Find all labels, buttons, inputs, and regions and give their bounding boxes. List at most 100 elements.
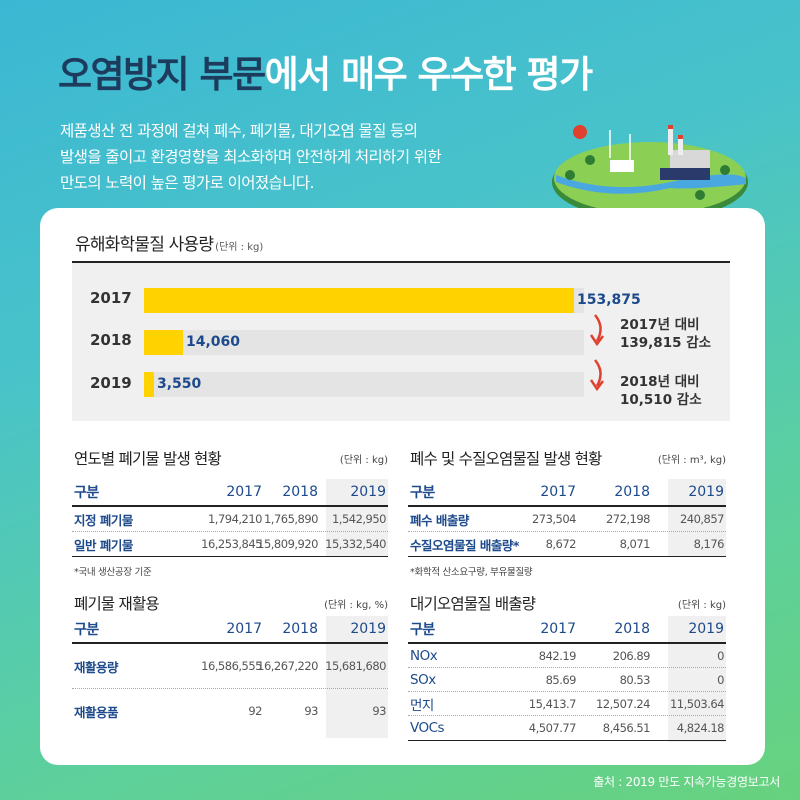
- table-rule: [408, 642, 726, 644]
- table-cell: 272,198: [605, 512, 651, 526]
- chemical-unit: (단위 : kg): [215, 242, 264, 253]
- bar-track: [144, 288, 584, 313]
- water-section: 폐수 및 수질오염물질 발생 현황 (단위 : m³, kg) 구분 2017 …: [408, 447, 726, 578]
- table-cell: 4,824.18: [676, 720, 725, 735]
- row-label: VOCs: [410, 719, 445, 736]
- decrease-arrow-icon: [589, 314, 604, 347]
- table-row: 수질오염물질 배출량* 8,672 8,071 8,176: [408, 532, 726, 556]
- row-label: 재활용품: [74, 704, 119, 720]
- bar-year-label: 2017: [90, 289, 132, 307]
- table-cell: 15,681,680: [325, 659, 386, 673]
- table-cell: 8,672: [545, 537, 577, 551]
- table-cell: 8,456.51: [602, 720, 651, 735]
- table-rule: [408, 691, 726, 692]
- decrease-arrow-icon: [589, 359, 604, 392]
- section-title: 폐기물 재활용: [74, 595, 160, 613]
- highlight-column: [668, 479, 726, 557]
- section-unit: (단위 : kg): [677, 600, 726, 611]
- table-cell: 1,794,210: [207, 512, 263, 526]
- reduction-note: 2018년 대비 10,510 감소: [620, 373, 702, 409]
- header-cell: 2019: [688, 621, 724, 637]
- table-cell: 16,267,220: [257, 659, 318, 673]
- header-cell: 2017: [540, 484, 576, 500]
- bar-track: [144, 330, 584, 355]
- table-cell: 92: [248, 704, 262, 718]
- chemical-chart: 2017 2018 2019 153,875 14,060 3,550 2017…: [72, 263, 730, 421]
- header-cell: 2018: [614, 484, 650, 500]
- header-cell: 구분: [410, 622, 435, 638]
- intro-text: 제품생산 전 과정에 걸쳐 폐수, 폐기물, 대기오염 물질 등의 발생을 줄이…: [60, 118, 540, 196]
- table-cell: 1,542,950: [331, 512, 387, 526]
- header-cell: 2018: [282, 621, 318, 637]
- header-cell: 구분: [74, 485, 99, 501]
- table-header-row: 구분 2017 2018 2019: [408, 479, 726, 505]
- table-cell: 0: [717, 648, 724, 663]
- table-cell: 93: [372, 704, 386, 718]
- table-cell: 15,413.7: [528, 696, 577, 711]
- bar-value-label: 14,060: [186, 334, 241, 350]
- table-cell: 0: [717, 672, 724, 687]
- section-header: 연도별 폐기물 발생 현황 (단위 : kg): [72, 447, 388, 469]
- table-cell: 206.89: [612, 648, 651, 663]
- title-rest: 에서 매우 우수한 평가: [264, 53, 594, 96]
- table-cell: 240,857: [679, 512, 725, 526]
- page-title: 오염방지 부문에서 매우 우수한 평가: [58, 44, 594, 98]
- header-cell: 2019: [688, 484, 724, 500]
- table-cell: 16,586,555: [201, 659, 262, 673]
- bar: [144, 372, 154, 397]
- reduction-note-line: 2017년 대비: [620, 317, 700, 333]
- header-cell: 2018: [282, 484, 318, 500]
- bar-value-label: 3,550: [157, 376, 202, 392]
- row-label: SOx: [410, 671, 436, 688]
- table-header-row: 구분 2017 2018 2019: [72, 616, 388, 642]
- intro-line: 만도의 노력이 높은 평가로 이어졌습니다.: [60, 174, 314, 192]
- header-cell: 2017: [540, 621, 576, 637]
- bar-year-label: 2019: [90, 374, 132, 392]
- table-cell: 842.19: [538, 648, 577, 663]
- table-cell: 8,071: [619, 537, 651, 551]
- table-row: VOCs 4,507.77 8,456.51 4,824.18: [408, 716, 726, 739]
- section-header: 대기오염물질 배출량 (단위 : kg): [408, 592, 726, 614]
- table-rule: [72, 642, 388, 644]
- recycle-section: 폐기물 재활용 (단위 : kg, %) 구분 2017 2018 2019 재…: [72, 592, 388, 738]
- bar-year-label: 2018: [90, 331, 132, 349]
- reduction-note-line: 139,815 감소: [620, 335, 712, 351]
- table-row: 지정 폐기물 1,794,210 1,765,890 1,542,950: [72, 507, 388, 531]
- bar: [144, 288, 574, 313]
- section-unit: (단위 : kg, %): [324, 600, 388, 611]
- table-rule: [408, 715, 726, 716]
- table-cell: 16,253,845: [201, 537, 262, 551]
- header-cell: 2019: [350, 484, 386, 500]
- bar-value-label: 153,875: [577, 292, 641, 308]
- footnote: *화학적 산소요구량, 부유물질량: [410, 567, 533, 578]
- reduction-note: 2017년 대비 139,815 감소: [620, 316, 711, 352]
- section-unit: (단위 : m³, kg): [657, 455, 726, 466]
- table-row: 폐수 배출량 273,504 272,198 240,857: [408, 507, 726, 531]
- eco-factory-illustration: [552, 125, 748, 220]
- bar-track: [144, 372, 584, 397]
- row-label: 먼지: [410, 697, 434, 714]
- table-cell: 15,809,920: [257, 537, 318, 551]
- intro-line: 발생을 줄이고 환경영향을 최소화하며 안전하게 처리하기 위한: [60, 148, 442, 166]
- table-row: SOx 85.69 80.53 0: [408, 668, 726, 691]
- row-label: 폐수 배출량: [410, 512, 469, 528]
- air-section: 대기오염물질 배출량 (단위 : kg) 구분 2017 2018 2019 N…: [408, 592, 726, 742]
- source-credit: 출처 : 2019 만도 지속가능경영보고서: [593, 775, 780, 789]
- section-title: 대기오염물질 배출량: [410, 595, 536, 613]
- highlight-column: [668, 616, 726, 742]
- chemical-title: 유해화학물질 사용량: [75, 235, 214, 255]
- footnote: *국내 생산공장 기준: [74, 567, 152, 578]
- title-highlight: 오염방지 부문: [58, 53, 266, 96]
- reduction-note-line: 2018년 대비: [620, 374, 700, 390]
- table-row: 재활용량 16,586,555 16,267,220 15,681,680: [72, 644, 388, 688]
- table-cell: 85.69: [545, 672, 577, 687]
- table-row: NOx 842.19 206.89 0: [408, 644, 726, 667]
- table-row: 먼지 15,413.7 12,507.24 11,503.64: [408, 692, 726, 715]
- section-header: 폐수 및 수질오염물질 발생 현황 (단위 : m³, kg): [408, 447, 726, 469]
- header-cell: 2019: [350, 621, 386, 637]
- table-cell: 1,765,890: [263, 512, 319, 526]
- table-cell: 80.53: [619, 672, 651, 687]
- table-cell: 15,332,540: [325, 537, 386, 551]
- content-card: 유해화학물질 사용량 (단위 : kg) 2017 2018 2019 153,8…: [40, 208, 765, 765]
- chemical-rule: [72, 261, 730, 263]
